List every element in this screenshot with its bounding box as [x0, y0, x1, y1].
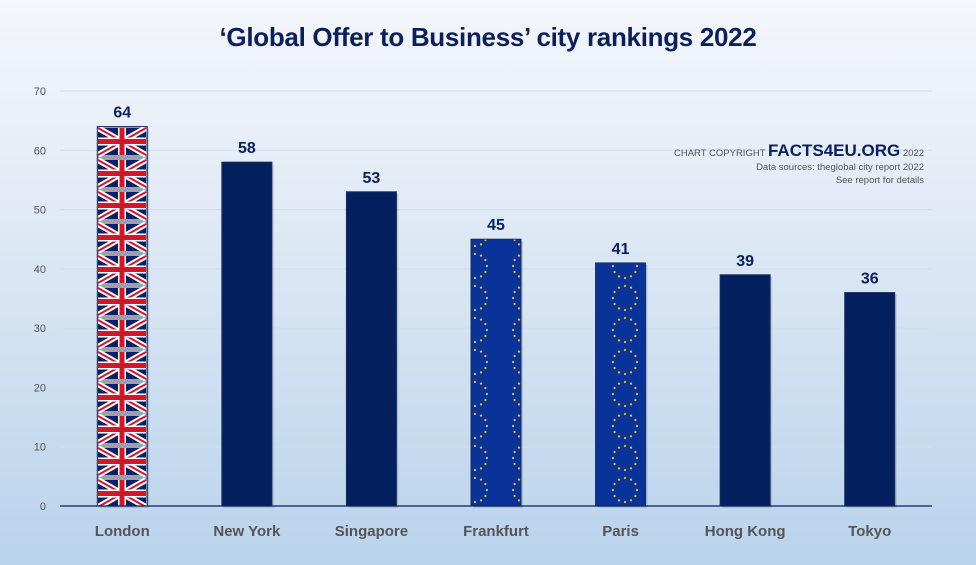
y-tick-label: 40: [34, 264, 46, 276]
y-tick-label: 50: [34, 205, 46, 217]
x-tick-label: Hong Kong: [705, 523, 786, 540]
data-label: 53: [363, 170, 381, 187]
y-tick-label: 10: [34, 442, 46, 454]
x-axis: London New York Singapore Frankfurt Paris Hon…: [95, 523, 891, 540]
data-label: 45: [487, 217, 505, 234]
data-label: 39: [736, 253, 754, 270]
copyright-line: CHART COPYRIGHT FACTS4EU.ORG 2022: [674, 141, 924, 161]
x-tick-label: Frankfurt: [463, 523, 529, 540]
data-label: 41: [612, 241, 630, 258]
brand-name: FACTS4EU.ORG: [767, 141, 901, 160]
bar-hong-kong: 39: [719, 253, 773, 508]
report-note: See report for details: [835, 175, 924, 186]
x-tick-label: Tokyo: [848, 523, 891, 540]
y-tick-label: 30: [34, 323, 46, 335]
data-label: 64: [113, 105, 131, 122]
x-tick-label: Paris: [602, 523, 639, 540]
y-tick-label: 20: [34, 382, 46, 394]
x-tick-label: New York: [213, 523, 281, 540]
bar-new-york: 58: [221, 140, 274, 508]
bars: 64 58 53 45 41 39 36: [96, 105, 897, 509]
y-tick-label: 70: [34, 86, 46, 98]
bar-paris: 41: [595, 241, 648, 508]
x-tick-label: London: [95, 523, 150, 540]
y-tick-label: 0: [40, 501, 46, 513]
bar-singapore: 53: [345, 170, 399, 509]
copyright-year: 2022: [902, 148, 924, 159]
bar-frankfurt: 45: [470, 217, 523, 508]
copyright-prefix: CHART COPYRIGHT: [674, 148, 766, 159]
bar-tokyo: 36: [844, 271, 897, 508]
y-tick-label: 60: [34, 145, 46, 157]
data-source-note: Data sources: theglobal city report 2022: [756, 162, 924, 173]
data-label: 58: [238, 140, 256, 157]
bar-london: 64: [96, 105, 150, 509]
x-tick-label: Singapore: [335, 523, 408, 540]
chart-title: ‘Global Offer to Business’ city rankings…: [219, 22, 757, 52]
data-label: 36: [861, 271, 879, 288]
y-axis: 0 10 20 30 40 50 60 70: [34, 86, 46, 513]
